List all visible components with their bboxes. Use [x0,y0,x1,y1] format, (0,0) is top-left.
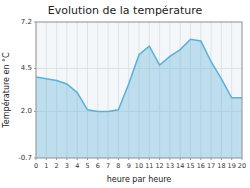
tick-label-x: 12 [155,162,163,170]
tick-label-x: 10 [135,162,143,170]
tick-x [221,158,222,160]
tick-x [169,158,170,160]
tick-label-y: -0.7 [18,154,32,162]
tick-label-x: 9 [127,162,131,170]
grid [36,22,242,158]
tick-label-x: 14 [176,162,184,170]
tick-x [128,158,129,160]
tick-label-x: 6 [96,162,100,170]
tick-x [180,158,181,160]
tick-y [34,22,36,23]
tick-label-x: 15 [186,162,194,170]
tick-x [211,158,212,160]
tick-x [200,158,201,160]
tick-label-x: 5 [85,162,89,170]
tick-label-x: 16 [197,162,205,170]
x-axis-label: heure par heure [107,175,172,184]
tick-x [87,158,88,160]
tick-x [66,158,67,160]
tick-x [118,158,119,160]
tick-label-x: 1 [44,162,48,170]
tick-x [242,158,243,160]
series [36,39,242,158]
tick-x [190,158,191,160]
chart: 01234567891011121314151617181920-0.72.04… [0,0,250,188]
tick-label-y: 2.0 [21,107,32,115]
tick-y [34,111,36,112]
tick-label-x: 17 [207,162,215,170]
tick-label-x: 7 [106,162,110,170]
tick-x [46,158,47,160]
tick-y [34,158,36,159]
tick-x [97,158,98,160]
tick-label-x: 0 [34,162,38,170]
axes: 01234567891011121314151617181920-0.72.04… [18,18,246,170]
tick-label-x: 2 [55,162,59,170]
tick-label-y: 7.2 [21,18,32,26]
tick-x [149,158,150,160]
tick-label-x: 13 [166,162,174,170]
tick-label-x: 8 [116,162,120,170]
tick-label-x: 4 [75,162,79,170]
tick-x [231,158,232,160]
title: Evolution de la température [48,4,203,17]
tick-label-y: 4.5 [21,64,32,72]
area [36,39,242,158]
tick-x [139,158,140,160]
tick-y [34,68,36,69]
tick-label-x: 20 [238,162,246,170]
tick-label-x: 3 [65,162,69,170]
tick-label-x: 11 [145,162,153,170]
tick-x [56,158,57,160]
tick-x [108,158,109,160]
tick-label-x: 18 [217,162,225,170]
tick-label-x: 19 [228,162,236,170]
line [36,39,242,111]
plot-frame [36,22,242,158]
y-axis-label: Température en °C [1,52,11,129]
tick-x [159,158,160,160]
tick-x [77,158,78,160]
plot-background [36,22,242,158]
